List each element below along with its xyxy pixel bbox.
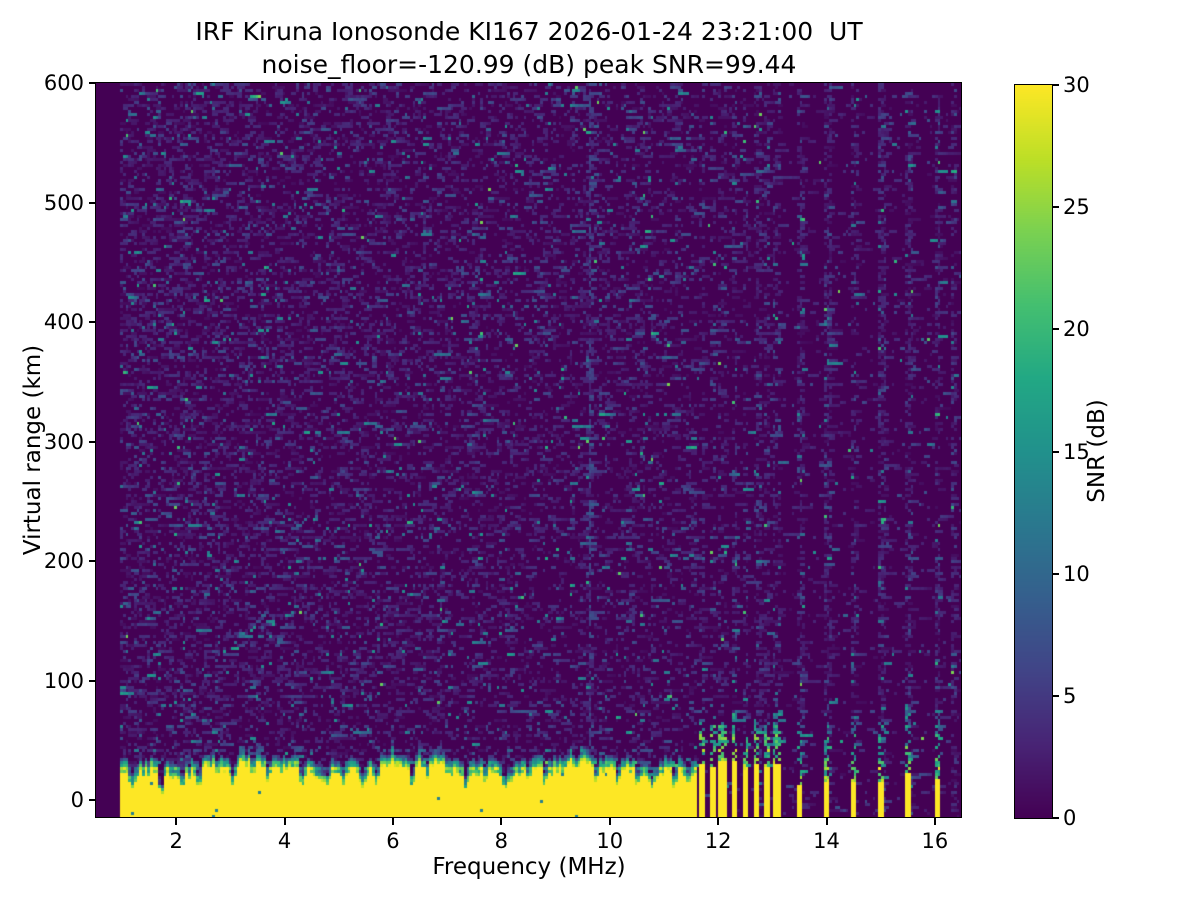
colorbar-canvas bbox=[1015, 85, 1052, 818]
y-tick-label: 200 bbox=[43, 549, 84, 574]
x-tick-mark bbox=[500, 818, 503, 825]
colorbar-tick-mark bbox=[1052, 572, 1059, 575]
colorbar-tick-label: 25 bbox=[1063, 195, 1090, 220]
chart-title-line2: noise_floor=-120.99 (dB) peak SNR=99.44 bbox=[261, 50, 797, 79]
x-tick-label: 10 bbox=[596, 829, 624, 853]
x-tick-mark bbox=[717, 818, 720, 825]
x-tick-label: 4 bbox=[277, 829, 292, 853]
x-tick-mark bbox=[283, 818, 286, 825]
x-tick-label: 6 bbox=[386, 829, 400, 853]
x-tick-mark bbox=[825, 818, 828, 825]
x-tick-label: 12 bbox=[704, 829, 732, 853]
y-tick-label: 300 bbox=[43, 429, 84, 454]
x-tick-mark bbox=[608, 818, 611, 825]
x-tick-label: 8 bbox=[494, 829, 509, 853]
colorbar-tick-label: 5 bbox=[1063, 683, 1077, 708]
colorbar-tick-mark bbox=[1052, 328, 1059, 331]
x-tick-label: 16 bbox=[921, 829, 949, 853]
colorbar-tick-mark bbox=[1052, 206, 1059, 209]
y-tick-mark bbox=[89, 440, 96, 443]
colorbar-tick-mark bbox=[1052, 450, 1059, 453]
y-tick-mark bbox=[89, 560, 96, 563]
y-tick-label: 400 bbox=[43, 310, 84, 335]
y-tick-mark bbox=[89, 679, 96, 682]
y-tick-label: 100 bbox=[43, 668, 84, 693]
colorbar-tick-label: 10 bbox=[1063, 561, 1090, 586]
x-tick-label: 2 bbox=[169, 829, 183, 853]
y-axis-label: Virtual range (km) bbox=[20, 344, 46, 556]
x-tick-mark bbox=[391, 818, 394, 825]
y-tick-mark bbox=[89, 82, 96, 84]
y-tick-label: 500 bbox=[43, 190, 84, 215]
y-tick-mark bbox=[89, 201, 96, 204]
chart-title-line1: IRF Kiruna Ionosonde KI167 2026-01-24 23… bbox=[195, 17, 863, 46]
y-tick-label: 600 bbox=[43, 71, 84, 95]
colorbar-tick-label: 20 bbox=[1063, 317, 1090, 342]
colorbar-tick-mark bbox=[1052, 84, 1059, 86]
x-tick-mark bbox=[175, 818, 178, 825]
y-tick-mark bbox=[89, 799, 96, 802]
x-axis-label: Frequency (MHz) bbox=[432, 854, 626, 880]
colorbar-tick-mark bbox=[1052, 817, 1059, 819]
colorbar-tick-mark bbox=[1052, 694, 1059, 697]
x-tick-mark bbox=[933, 818, 936, 825]
colorbar-label: SNR (dB) bbox=[1084, 399, 1110, 503]
x-tick-label: 14 bbox=[813, 829, 840, 853]
heatmap-canvas bbox=[96, 83, 962, 818]
colorbar-tick-label: 15 bbox=[1063, 439, 1090, 464]
y-tick-mark bbox=[89, 321, 96, 324]
colorbar-tick-label: 30 bbox=[1063, 73, 1090, 97]
y-tick-label: 0 bbox=[70, 788, 84, 813]
colorbar-tick-label: 0 bbox=[1063, 806, 1077, 830]
